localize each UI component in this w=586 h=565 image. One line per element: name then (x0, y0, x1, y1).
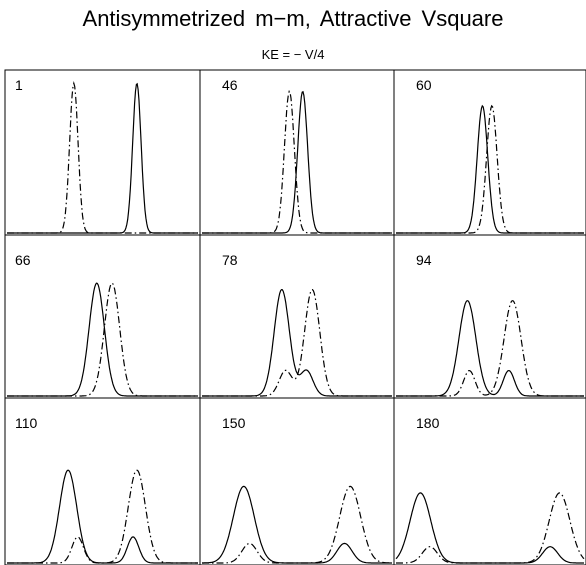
panel-label: 66 (15, 252, 31, 268)
panel-label: 94 (416, 252, 432, 268)
dash-dot-curve (202, 288, 392, 397)
panel-150: 150 (199, 397, 395, 565)
panel-label: 180 (416, 415, 440, 431)
solid-curve (202, 90, 392, 234)
solid-curve (396, 104, 584, 234)
panel-label: 1 (15, 77, 23, 93)
dash-dot-curve (202, 89, 392, 234)
solid-curve (396, 300, 584, 397)
panel-46: 46 (199, 69, 395, 236)
panel-label: 78 (222, 252, 238, 268)
panel-frame (393, 69, 586, 236)
dash-dot-curve (396, 104, 584, 234)
panel-label: 110 (15, 415, 38, 431)
solid-curve (202, 485, 392, 564)
panel-frame (393, 397, 586, 565)
dash-dot-curve (396, 300, 584, 397)
solid-curve (7, 282, 198, 397)
panel-110: 110 (4, 397, 201, 565)
chart-title: Antisymmetrized m−m, Attractive Vsquare (82, 6, 504, 31)
panel-94: 94 (393, 234, 586, 399)
panel-label: 60 (416, 77, 432, 93)
chart-subtitle: KE = − V/4 (261, 47, 325, 62)
panel-label: 150 (222, 415, 246, 431)
solid-curve (395, 492, 584, 564)
panel-frame (4, 69, 201, 236)
solid-curve (7, 82, 198, 234)
panel-180: 180 (393, 397, 586, 565)
panel-1: 1 (4, 69, 201, 236)
solid-curve (202, 288, 392, 397)
panel-66: 66 (4, 234, 201, 399)
dash-dot-curve (396, 492, 585, 564)
dash-dot-curve (7, 469, 198, 564)
dash-dot-curve (202, 485, 392, 564)
dash-dot-curve (7, 282, 198, 397)
panel-frame (4, 234, 201, 399)
panel-label: 46 (222, 77, 238, 93)
panel-60: 60 (393, 69, 586, 236)
panel-78: 78 (199, 234, 395, 399)
solid-curve (7, 469, 198, 564)
dash-dot-curve (7, 81, 198, 234)
